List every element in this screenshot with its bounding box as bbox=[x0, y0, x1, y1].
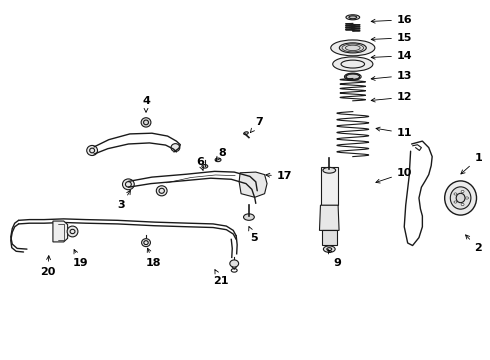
Polygon shape bbox=[53, 221, 68, 242]
Ellipse shape bbox=[141, 118, 151, 127]
Text: 15: 15 bbox=[371, 33, 412, 43]
Ellipse shape bbox=[87, 145, 98, 156]
Text: 21: 21 bbox=[213, 270, 229, 286]
Ellipse shape bbox=[244, 214, 254, 220]
Ellipse shape bbox=[67, 226, 78, 237]
Text: 2: 2 bbox=[466, 235, 482, 253]
Text: 11: 11 bbox=[376, 127, 413, 138]
Ellipse shape bbox=[444, 181, 476, 215]
Ellipse shape bbox=[454, 193, 457, 195]
Ellipse shape bbox=[244, 132, 248, 135]
Text: 13: 13 bbox=[371, 71, 412, 81]
Ellipse shape bbox=[323, 246, 335, 252]
Ellipse shape bbox=[346, 15, 360, 20]
Ellipse shape bbox=[142, 239, 150, 247]
Ellipse shape bbox=[230, 260, 239, 267]
Text: 8: 8 bbox=[216, 148, 226, 161]
Ellipse shape bbox=[122, 179, 134, 190]
Ellipse shape bbox=[461, 203, 464, 206]
Text: 19: 19 bbox=[73, 249, 88, 268]
Text: 14: 14 bbox=[371, 51, 413, 61]
Text: 5: 5 bbox=[249, 226, 258, 243]
Polygon shape bbox=[319, 205, 339, 230]
Ellipse shape bbox=[454, 201, 457, 203]
Ellipse shape bbox=[156, 186, 167, 196]
Text: 16: 16 bbox=[371, 15, 413, 25]
Ellipse shape bbox=[215, 158, 221, 162]
Ellipse shape bbox=[202, 165, 208, 168]
Polygon shape bbox=[321, 167, 338, 205]
Polygon shape bbox=[322, 230, 337, 245]
Ellipse shape bbox=[323, 167, 336, 173]
Text: 6: 6 bbox=[196, 157, 204, 170]
Ellipse shape bbox=[344, 73, 361, 80]
Text: 18: 18 bbox=[146, 248, 162, 268]
Text: 7: 7 bbox=[250, 117, 263, 132]
Ellipse shape bbox=[461, 190, 464, 193]
Text: 3: 3 bbox=[118, 190, 130, 210]
Polygon shape bbox=[239, 172, 267, 197]
Text: 20: 20 bbox=[40, 256, 55, 277]
Ellipse shape bbox=[333, 57, 373, 71]
Ellipse shape bbox=[466, 197, 468, 199]
Ellipse shape bbox=[349, 16, 357, 19]
Text: 17: 17 bbox=[266, 171, 293, 181]
Ellipse shape bbox=[171, 144, 180, 152]
Text: 9: 9 bbox=[328, 249, 341, 268]
Ellipse shape bbox=[450, 187, 471, 209]
Text: 1: 1 bbox=[461, 153, 482, 174]
Ellipse shape bbox=[456, 193, 465, 203]
Text: 4: 4 bbox=[142, 96, 150, 112]
Ellipse shape bbox=[339, 43, 366, 53]
Text: 10: 10 bbox=[376, 168, 412, 183]
Ellipse shape bbox=[331, 40, 375, 56]
Text: 12: 12 bbox=[371, 92, 413, 102]
